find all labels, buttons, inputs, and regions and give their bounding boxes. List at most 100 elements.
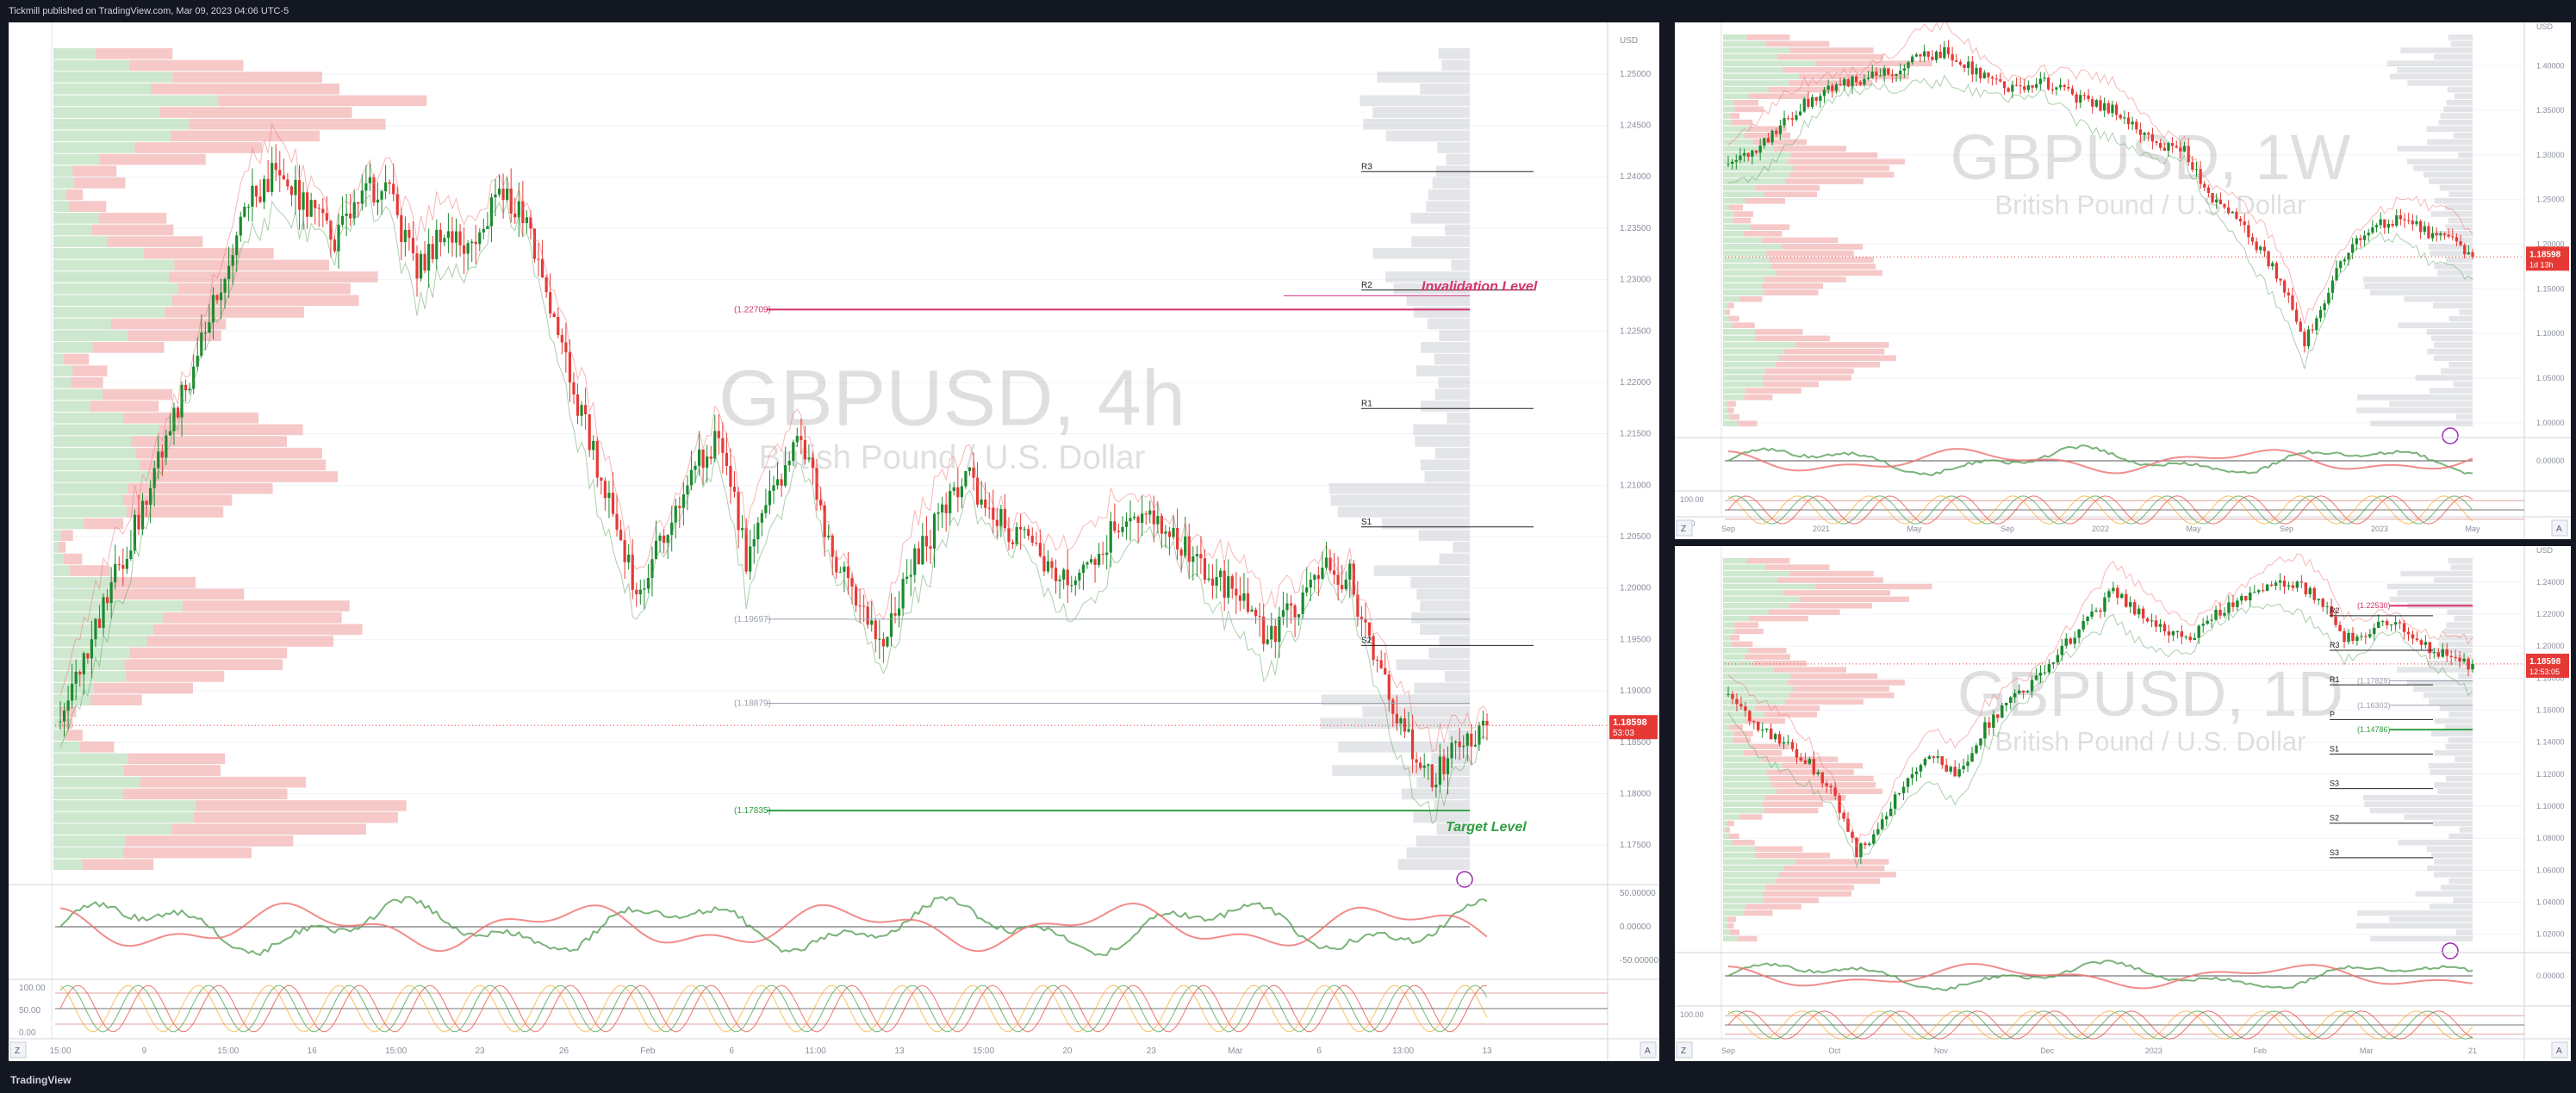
candle-body (266, 178, 270, 192)
candle-body (251, 185, 254, 207)
lightning-icon[interactable] (2442, 427, 2459, 444)
profile-bar-down (135, 447, 322, 459)
zoom-button[interactable] (1676, 1041, 1693, 1059)
candle-body (1820, 772, 1824, 784)
candle-body (2471, 663, 2474, 670)
profile-bar-grey (2389, 916, 2473, 922)
auto-scale-button[interactable] (2551, 519, 2568, 537)
candle-body (219, 292, 223, 301)
candle-body (2407, 220, 2411, 221)
zoom-button[interactable] (1676, 519, 1693, 537)
profile-bar-grey (2453, 133, 2473, 139)
candle-body (90, 639, 93, 659)
zoom-button[interactable] (9, 1041, 27, 1059)
candle-body (681, 494, 685, 508)
candle-body (2135, 121, 2138, 130)
currency-label: USD (2536, 546, 2554, 555)
profile-bar-down (1764, 807, 1819, 814)
profile-bar-up (53, 153, 100, 165)
profile-bar-grey (2415, 891, 2473, 897)
profile-bar-down (1743, 750, 1783, 756)
chart-1w[interactable]: 1.40000 1.35000 1.30000 1.25000 1.20000 1.150… (1675, 22, 2571, 539)
candle-body (2069, 638, 2072, 644)
profile-bar-down (134, 142, 263, 153)
candle-body (1485, 720, 1489, 726)
profile-bar-up (1723, 309, 1727, 315)
profile-bar-grey (2413, 686, 2473, 692)
candle-body (2171, 631, 2175, 636)
auto-scale-button[interactable] (1640, 1041, 1657, 1059)
profile-bar-down (59, 542, 66, 553)
profile-bar-down (1784, 348, 1885, 355)
chart-4h-panel[interactable]: 1.25000 1.24500 1.24000 1.23500 1.23000 1.225… (9, 22, 1659, 1061)
chart-1d-panel[interactable]: 1.24000 1.22000 1.20000 1.18000 1.16000 1.140… (1675, 546, 2571, 1061)
auto-scale-button[interactable] (2551, 1041, 2568, 1059)
x-tick-label: 13:00 (1392, 1046, 1414, 1056)
candle-body (2255, 241, 2258, 251)
volume-profile-right (2356, 34, 2473, 426)
candle-body (2445, 649, 2448, 656)
x-tick-label: Sep (2000, 525, 2014, 533)
profile-bar-up (1723, 302, 1727, 309)
chart-4h[interactable]: 1.25000 1.24500 1.24000 1.23500 1.23000 1.225… (9, 22, 1659, 1061)
candle-body (2236, 600, 2239, 607)
profile-bar-grey (2434, 231, 2473, 237)
profile-bar-down (171, 130, 320, 142)
candle-body (1734, 159, 1738, 162)
candle-body (121, 564, 125, 569)
profile-bar-grey (1381, 518, 1470, 530)
candle-body (1979, 738, 1982, 746)
y-tick-label: 1.16000 (2536, 706, 2565, 715)
candle-body (1763, 138, 1766, 146)
candle-body (2138, 129, 2143, 135)
profile-bar-up (1723, 342, 1795, 348)
profile-bar-down (1764, 897, 1819, 904)
profile-bar-grey (1411, 612, 1470, 624)
profile-bar-up (1723, 743, 1751, 749)
x-tick-label: 21 (2468, 1046, 2477, 1055)
candle-body (835, 556, 838, 573)
lightning-icon[interactable] (2442, 942, 2459, 959)
profile-bar-grey (2445, 224, 2473, 230)
candle-body (208, 322, 211, 333)
candle-body (697, 449, 701, 466)
candle-body (1888, 808, 1893, 817)
profile-bar-up (1723, 891, 1764, 897)
profile-bar-grey (2454, 615, 2473, 622)
profile-bar-up (1723, 667, 1774, 673)
profile-bar-grey (1416, 588, 1470, 600)
candle-body (1372, 636, 1375, 661)
chart-1d[interactable]: 1.24000 1.22000 1.20000 1.18000 1.16000 1.140… (1675, 546, 2571, 1061)
candle-body (1172, 527, 1175, 537)
profile-bar-down (1789, 171, 1895, 178)
candle-body (2087, 95, 2090, 100)
candle-body (646, 578, 650, 589)
lightning-icon[interactable] (1456, 871, 1473, 888)
profile-bar-down (1729, 413, 1739, 420)
candle-body (2368, 634, 2372, 637)
candle-body (1238, 595, 1241, 601)
x-tick-label: Sep (2280, 525, 2293, 533)
candle-body (1940, 756, 1944, 766)
profile-bar-down (65, 189, 84, 201)
profile-bar-grey (2455, 929, 2473, 935)
profile-bar-down (1732, 641, 1753, 648)
tradingview-logo[interactable]: TradingView (10, 1074, 72, 1086)
candle-body (588, 414, 591, 450)
profile-bar-down (1778, 872, 1896, 878)
candle-body (384, 182, 388, 192)
candle-body (819, 500, 823, 506)
profile-bar-up (53, 506, 128, 518)
profile-bar-grey (2445, 743, 2473, 749)
candle-body (317, 208, 320, 209)
candle-body (1376, 660, 1379, 661)
chart-1w-panel[interactable]: 1.40000 1.35000 1.30000 1.25000 1.20000 1.150… (1675, 22, 2571, 539)
candle-body (972, 467, 975, 478)
profile-bar-grey (2356, 394, 2473, 401)
profile-bar-down (1738, 935, 1758, 941)
candle-body (2180, 631, 2184, 637)
candle-body (325, 213, 328, 221)
candle-body (2467, 252, 2470, 255)
profile-bar-grey (1438, 48, 1470, 59)
profile-bar-grey (1439, 636, 1470, 647)
